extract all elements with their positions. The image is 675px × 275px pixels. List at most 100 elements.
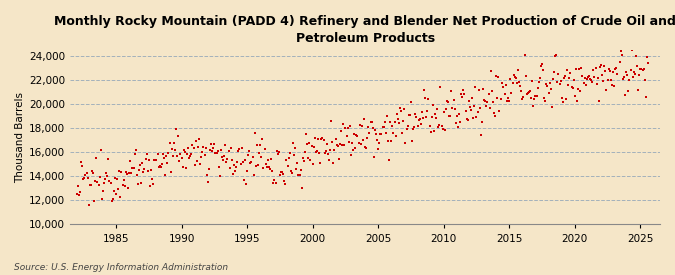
Point [496,81,507,85]
Point [564,76,574,80]
Point [577,73,588,78]
Point [590,65,601,70]
Point [102,174,113,178]
Point [308,145,319,150]
Point [141,152,152,156]
Point [323,152,333,156]
Point [538,68,549,72]
Point [270,181,281,186]
Point [157,152,168,157]
Point [399,107,410,111]
Point [427,115,437,120]
Point [459,91,470,96]
Point [164,141,175,145]
Point [392,117,403,121]
Point [398,119,408,123]
Point [535,64,546,68]
Point [350,146,360,150]
Point [404,113,414,117]
Point [215,148,226,153]
Point [373,146,383,151]
Point [208,145,219,150]
Point [358,116,369,121]
Point [603,67,614,72]
Point [150,158,161,163]
Point [593,76,603,80]
Point [261,165,272,169]
Point [614,60,625,64]
Point [184,156,194,161]
Point [148,182,159,186]
Point [487,100,498,104]
Point [354,123,365,127]
Point [119,183,130,188]
Point [637,68,648,73]
Point [280,181,291,186]
Point [198,145,209,149]
Point [535,76,545,81]
Point [180,150,190,154]
Point [132,182,143,186]
Point [224,166,235,170]
Point [425,130,436,134]
Point [475,105,485,110]
Point [483,91,494,96]
Point [255,143,266,148]
Point [326,119,337,123]
Point [524,89,535,93]
Point [127,166,138,170]
Point [81,170,92,175]
Point [217,154,227,159]
Point [545,86,556,91]
Point [549,70,560,74]
Point [97,196,107,201]
Point [517,97,528,101]
Point [570,67,581,71]
Point [293,172,304,177]
Point [249,131,260,136]
Point [570,94,580,98]
Point [77,164,88,168]
Point [506,90,517,95]
Point [632,64,643,68]
Point [178,148,189,153]
Point [213,165,224,170]
Point [207,149,217,153]
Point [468,116,479,120]
Point [205,148,215,153]
Point [411,115,422,120]
Point [568,78,579,82]
Point [303,156,314,161]
Point [178,165,188,169]
Point [344,140,354,144]
Point [600,69,611,74]
Point [516,89,526,93]
Point [182,152,192,157]
Point [192,159,202,163]
Point [291,167,302,172]
Point [174,158,185,163]
Point [323,158,334,163]
Point [408,127,418,131]
Point [286,171,297,175]
Point [401,127,412,131]
Point [187,142,198,147]
Point [111,192,122,197]
Point [325,148,335,152]
Point [480,99,491,103]
Point [383,158,394,162]
Point [267,169,277,174]
Point [335,142,346,146]
Point [134,168,144,172]
Point [618,75,629,79]
Point [76,160,86,164]
Point [429,129,439,133]
Point [470,84,481,89]
Point [625,68,636,73]
Point [188,146,199,150]
Point [462,117,473,122]
Point [565,71,576,76]
Point [543,91,554,95]
Point [412,124,423,128]
Point [319,151,330,155]
